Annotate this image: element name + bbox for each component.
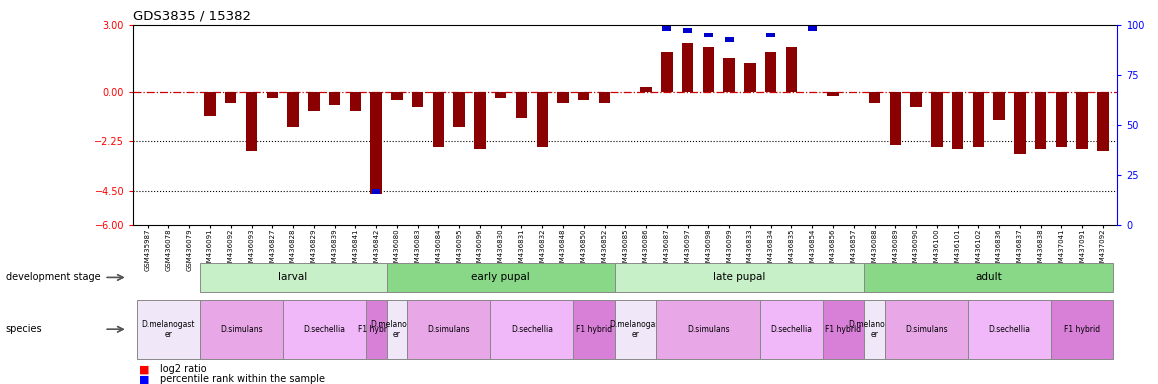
Bar [515,91,527,118]
Bar [599,91,610,103]
Bar [994,91,1005,120]
Text: log2 ratio: log2 ratio [160,364,206,374]
Text: D.simulans: D.simulans [687,325,730,334]
Bar [329,91,340,105]
Bar [682,43,694,91]
Bar [704,33,712,37]
Bar [1077,91,1087,149]
Bar [287,91,299,127]
Text: percentile rank within the sample: percentile rank within the sample [160,374,324,384]
Bar [1056,91,1068,147]
Text: D.simulans: D.simulans [220,325,263,334]
Text: D.melanogast
er: D.melanogast er [609,319,662,339]
Bar [931,91,943,147]
Bar [1035,91,1047,149]
Bar [350,91,361,111]
Text: D.sechellia: D.sechellia [303,325,345,334]
Bar [808,26,816,31]
Bar [973,91,984,147]
Text: ■: ■ [139,364,149,374]
Bar [494,91,506,98]
Text: D.simulans: D.simulans [906,325,947,334]
Text: D.sechellia: D.sechellia [770,325,813,334]
Text: D.melanogast
er: D.melanogast er [848,319,901,339]
Bar [661,51,673,91]
Text: F1 hybrid: F1 hybrid [358,325,394,334]
Bar [391,91,403,100]
Text: species: species [6,324,43,334]
Bar [745,63,756,91]
Bar [724,58,735,91]
Text: D.sechellia: D.sechellia [511,325,552,334]
Bar [662,26,672,31]
Text: development stage: development stage [6,272,101,283]
Bar [225,91,236,103]
Bar [1014,91,1026,154]
Bar [578,91,589,100]
Bar [827,91,838,96]
Bar [371,91,382,194]
Text: adult: adult [975,272,1002,283]
Text: F1 hybrid: F1 hybrid [826,325,862,334]
Text: GDS3835 / 15382: GDS3835 / 15382 [133,10,251,23]
Text: D.melanogast
er: D.melanogast er [371,319,424,339]
Bar [372,189,381,194]
Text: D.melanogast
er: D.melanogast er [141,319,196,339]
Bar [868,91,880,103]
Text: F1 hybrid: F1 hybrid [577,325,613,334]
Bar [889,91,901,145]
Bar [683,28,692,33]
Bar [475,91,485,149]
Text: larval: larval [278,272,308,283]
Bar [454,91,464,127]
Bar [245,91,257,151]
Bar [765,51,776,91]
Bar [703,47,714,91]
Bar [910,91,922,107]
Bar [1098,91,1108,151]
Bar [952,91,963,149]
Bar [204,91,215,116]
Bar [412,91,424,107]
Bar [536,91,548,147]
Text: F1 hybrid: F1 hybrid [1064,325,1100,334]
Bar [266,91,278,98]
Bar [767,33,775,37]
Bar [725,37,733,42]
Text: ■: ■ [139,374,149,384]
Text: late pupal: late pupal [713,272,765,283]
Bar [786,47,797,91]
Text: early pupal: early pupal [471,272,530,283]
Bar [433,91,445,147]
Bar [557,91,569,103]
Bar [308,91,320,111]
Text: D.sechellia: D.sechellia [989,325,1031,334]
Text: D.simulans: D.simulans [427,325,470,334]
Bar [640,87,652,91]
